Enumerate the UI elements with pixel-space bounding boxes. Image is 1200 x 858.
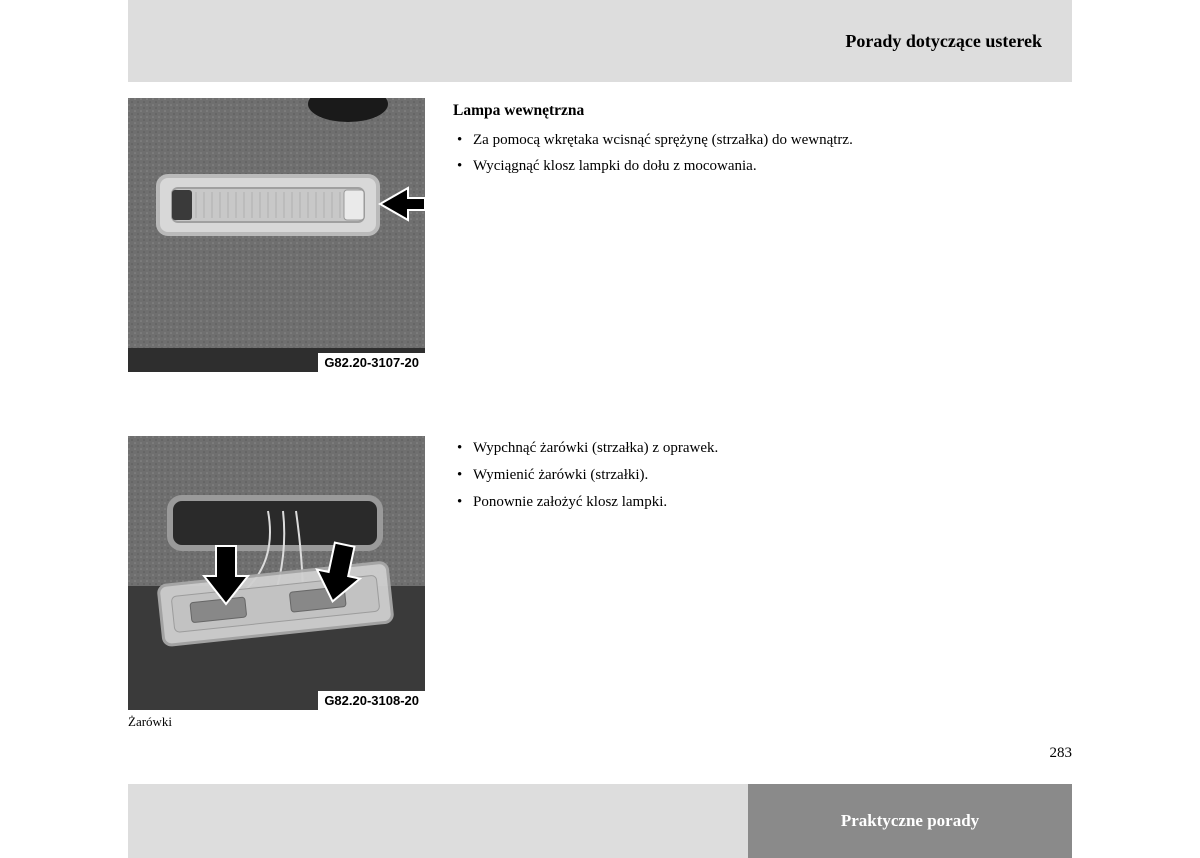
list-item: Wypchnąć żarówki (strzałka) z oprawek.	[453, 436, 1072, 461]
list-item: Za pomocą wkrętaka wcisnąć sprężynę (str…	[453, 128, 1072, 153]
figure-block-2: G82.20-3108-20 Żarówki	[128, 436, 425, 730]
section-1: G82.20-3107-20 Lampa wewnętrzna Za pomoc…	[128, 98, 1072, 372]
figure-2: G82.20-3108-20	[128, 436, 425, 710]
footer-area: Praktyczne porady	[128, 784, 1072, 858]
list-1: Za pomocą wkrętaka wcisnąć sprężynę (str…	[453, 128, 1072, 180]
figure-2-label: G82.20-3108-20	[318, 691, 425, 710]
content-area: G82.20-3107-20 Lampa wewnętrzna Za pomoc…	[128, 98, 1072, 730]
figure-2-caption: Żarówki	[128, 714, 425, 730]
subheading-1: Lampa wewnętrzna	[453, 98, 1072, 124]
header-bar: Porady dotyczące usterek	[128, 0, 1072, 82]
figure-block-1: G82.20-3107-20	[128, 98, 425, 372]
header-title: Porady dotyczące usterek	[845, 31, 1042, 52]
figure-1-label: G82.20-3107-20	[318, 353, 425, 372]
footer-text: Praktyczne porady	[841, 811, 979, 831]
figure-1: G82.20-3107-20	[128, 98, 425, 372]
list-2: Wypchnąć żarówki (strzałka) z oprawek. W…	[453, 436, 1072, 514]
footer-right: Praktyczne porady	[748, 784, 1072, 858]
text-block-1: Lampa wewnętrzna Za pomocą wkrętaka wcis…	[453, 98, 1072, 372]
list-item: Ponownie założyć klosz lampki.	[453, 490, 1072, 515]
list-item: Wymienić żarówki (strzałki).	[453, 463, 1072, 488]
page-number: 283	[1050, 745, 1073, 762]
section-2: G82.20-3108-20 Żarówki Wypchnąć żarówki …	[128, 436, 1072, 730]
figure-2-svg	[128, 436, 425, 710]
text-block-2: Wypchnąć żarówki (strzałka) z oprawek. W…	[453, 436, 1072, 730]
footer-left	[128, 784, 748, 858]
figure-1-svg	[128, 98, 425, 372]
list-item: Wyciągnąć klosz lampki do dołu z mocowan…	[453, 154, 1072, 179]
